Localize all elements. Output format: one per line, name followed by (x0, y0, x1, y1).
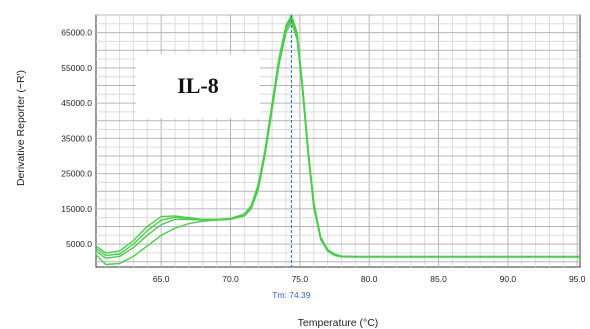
x-tick-label: 95.0 (569, 274, 586, 284)
y-axis-label: Derivative Reporter (−R') (15, 70, 27, 186)
series-layer (95, 14, 580, 266)
x-axis-label: Temperature (°C) (298, 317, 379, 329)
y-tick-label: 5000.0 (66, 239, 92, 249)
tm-label: Tm: 74.39 (272, 290, 311, 300)
tm-layer: Tm: 74.39 (272, 15, 311, 300)
x-tick-label: 90.0 (500, 274, 517, 284)
y-tick-label: 35000.0 (61, 133, 92, 143)
x-tick-label: 85.0 (430, 274, 447, 284)
title-box: IL-8 (136, 54, 260, 118)
melt-curve-series-4 (95, 16, 580, 258)
tick-layer: 65.0 70.0 75.0 80.0 85.0 90.0 95.0 5000.0 15000.… (61, 28, 586, 284)
y-tick-label: 55000.0 (61, 63, 92, 73)
x-tick-label: 65.0 (153, 274, 170, 284)
y-tick-label: 15000.0 (61, 204, 92, 214)
title-box-bg (136, 54, 260, 118)
chart-title: IL-8 (177, 73, 219, 98)
x-tick-label: 75.0 (292, 274, 309, 284)
y-tick-label: 65000.0 (61, 28, 92, 38)
x-tick-label: 80.0 (361, 274, 378, 284)
x-tick-label: 70.0 (222, 274, 239, 284)
y-tick-label: 45000.0 (61, 98, 92, 108)
y-tick-label: 25000.0 (61, 169, 92, 179)
